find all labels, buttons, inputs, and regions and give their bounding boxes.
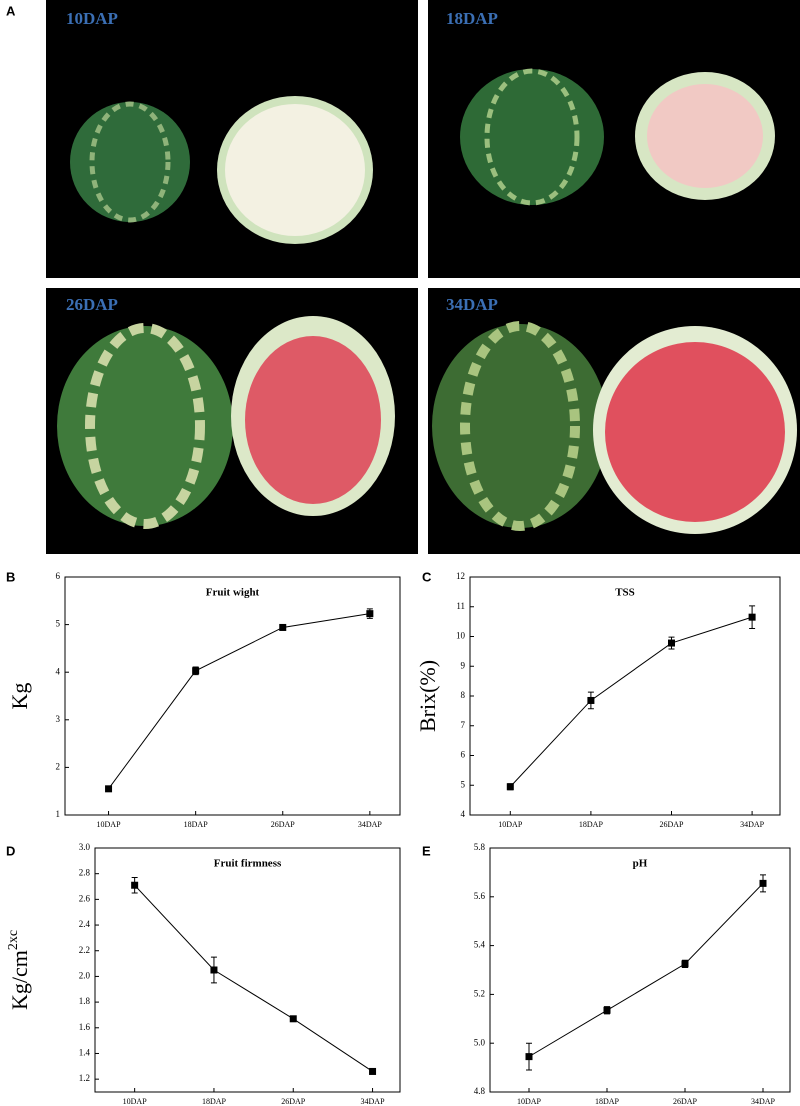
y-tick-label: 4 <box>461 809 466 819</box>
y-tick-label: 4.8 <box>474 1086 486 1096</box>
y-tick-label: 5 <box>461 779 466 789</box>
y-tick-label: 8 <box>461 690 466 700</box>
chart-title: Fruit wight <box>206 587 260 599</box>
data-point <box>506 783 514 791</box>
data-point <box>289 1015 297 1023</box>
data-point <box>525 1053 533 1061</box>
x-tick-label: 18DAP <box>184 820 209 829</box>
x-tick-label: 26DAP <box>673 1097 698 1106</box>
y-axis-label: Kg <box>7 683 32 710</box>
y-tick-label: 1.8 <box>79 996 91 1006</box>
y-tick-label: 3.0 <box>79 842 91 852</box>
series-line <box>108 613 370 790</box>
x-tick-label: 26DAP <box>271 820 296 829</box>
data-point <box>369 1067 377 1075</box>
y-tick-label: 5.2 <box>474 988 485 998</box>
data-point <box>668 639 675 647</box>
y-tick-label: 4 <box>56 666 61 676</box>
image-label: 34DAP <box>446 295 498 314</box>
panel-label: A <box>6 3 16 18</box>
y-tick-label: 1.4 <box>79 1048 91 1058</box>
x-tick-label: 34DAP <box>358 820 383 829</box>
y-tick-label: 2.8 <box>79 868 91 878</box>
data-point <box>603 1006 611 1014</box>
y-tick-label: 2.6 <box>79 893 91 903</box>
x-tick-label: 18DAP <box>579 820 604 829</box>
photo-34dap: 34DAP <box>428 288 800 554</box>
series-line <box>509 616 753 788</box>
y-tick-label: 2.2 <box>79 945 90 955</box>
photo-10dap: 10DAP <box>46 0 418 278</box>
chart-title: Fruit firmness <box>214 858 282 870</box>
y-tick-label: 5.0 <box>474 1037 486 1047</box>
y-axis-label-main: Kg <box>7 683 32 710</box>
y-tick-label: 5 <box>56 619 61 629</box>
y-tick-label: 12 <box>456 571 465 581</box>
y-tick-label: 1.6 <box>79 1022 91 1032</box>
y-tick-label: 6 <box>461 750 466 760</box>
y-tick-label: 3 <box>56 714 61 724</box>
x-tick-label: 18DAP <box>202 1097 227 1106</box>
x-tick-label: 26DAP <box>659 820 684 829</box>
y-axis-label: Kg/cm2xc <box>6 930 32 1010</box>
x-tick-label: 34DAP <box>361 1097 386 1106</box>
data-point <box>192 667 200 675</box>
panel-label: D <box>6 843 15 858</box>
x-tick-label: 34DAP <box>751 1097 776 1106</box>
plot-frame <box>64 576 401 816</box>
x-tick-label: 10DAP <box>517 1097 542 1106</box>
data-point <box>681 960 689 968</box>
y-tick-label: 10 <box>456 631 466 641</box>
data-point <box>279 623 287 631</box>
y-tick-label: 6 <box>56 571 61 581</box>
photo-18dap: 18DAP <box>428 0 800 278</box>
chart-title: pH <box>633 858 648 870</box>
chart-title: TSS <box>615 587 635 599</box>
y-tick-label: 2 <box>56 761 61 771</box>
y-tick-label: 11 <box>456 601 465 611</box>
plot-frame <box>94 847 401 1093</box>
x-tick-label: 18DAP <box>595 1097 620 1106</box>
y-tick-label: 1 <box>56 809 61 819</box>
plot-frame <box>469 576 781 816</box>
data-point <box>759 879 767 887</box>
series-line <box>134 884 373 1072</box>
y-tick-label: 5.4 <box>474 940 486 950</box>
data-point <box>366 610 374 618</box>
y-tick-label: 2.4 <box>79 919 91 929</box>
y-tick-label: 7 <box>461 720 466 730</box>
y-tick-label: 1.2 <box>79 1073 90 1083</box>
x-tick-label: 34DAP <box>740 820 765 829</box>
data-point <box>748 613 756 621</box>
y-tick-label: 5.8 <box>474 842 486 852</box>
x-tick-label: 10DAP <box>498 820 523 829</box>
image-label: 26DAP <box>66 295 118 314</box>
y-tick-label: 5.6 <box>474 891 486 901</box>
series-line <box>528 883 764 1058</box>
panel-label: E <box>422 843 431 858</box>
data-point <box>105 785 113 793</box>
x-tick-label: 10DAP <box>97 820 122 829</box>
y-axis-label-sup: 2xc <box>6 930 21 950</box>
data-point <box>587 696 595 704</box>
y-tick-label: 9 <box>461 660 466 670</box>
image-label: 10DAP <box>66 9 118 28</box>
photo-26dap: 26DAP <box>46 288 418 554</box>
y-axis-label-main: Brix(%) <box>415 660 440 732</box>
data-point <box>210 966 218 974</box>
y-axis-label: Brix(%) <box>415 660 440 732</box>
data-point <box>131 881 139 889</box>
panel-label: C <box>422 569 432 584</box>
image-label: 18DAP <box>446 9 498 28</box>
y-tick-label: 2.0 <box>79 970 91 980</box>
x-tick-label: 10DAP <box>123 1097 148 1106</box>
x-tick-label: 26DAP <box>281 1097 306 1106</box>
plot-frame <box>489 847 791 1093</box>
panel-label: B <box>6 569 15 584</box>
y-axis-label-main: Kg/cm <box>7 950 32 1010</box>
